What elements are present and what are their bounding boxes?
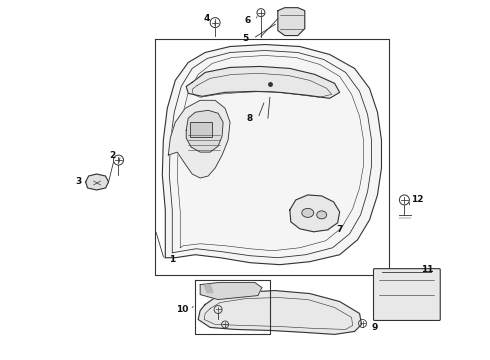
Ellipse shape <box>317 211 327 219</box>
Polygon shape <box>278 8 305 36</box>
Text: 10: 10 <box>176 305 189 314</box>
Ellipse shape <box>302 208 314 217</box>
Text: 2: 2 <box>109 150 116 159</box>
Polygon shape <box>200 283 262 300</box>
Text: 9: 9 <box>371 323 378 332</box>
Polygon shape <box>86 174 108 190</box>
Bar <box>190 122 212 137</box>
Polygon shape <box>162 45 382 265</box>
FancyBboxPatch shape <box>373 269 440 320</box>
Text: 5: 5 <box>242 34 248 43</box>
Polygon shape <box>198 291 362 334</box>
Text: 3: 3 <box>75 177 82 186</box>
Text: 1: 1 <box>169 255 175 264</box>
Text: 11: 11 <box>421 265 434 274</box>
Polygon shape <box>186 110 223 152</box>
Text: 8: 8 <box>247 114 253 123</box>
Text: 4: 4 <box>204 14 210 23</box>
Polygon shape <box>168 100 230 178</box>
Polygon shape <box>290 195 340 232</box>
Text: 12: 12 <box>411 195 423 204</box>
Polygon shape <box>204 285 213 293</box>
Text: 6: 6 <box>245 16 251 25</box>
Text: 7: 7 <box>337 225 343 234</box>
Polygon shape <box>186 67 340 98</box>
